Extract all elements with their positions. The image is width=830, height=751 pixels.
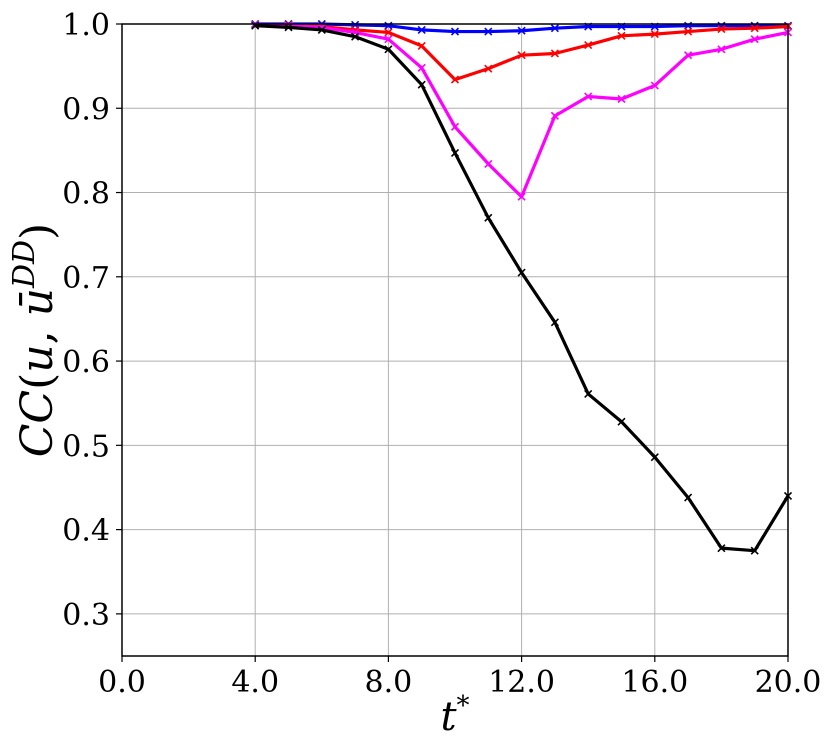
y-axis-label-part: CC — [12, 390, 63, 457]
data-point — [384, 28, 393, 37]
data-point — [650, 81, 659, 90]
y-tick-label: 1.0 — [62, 8, 110, 43]
grid — [121, 23, 789, 656]
y-tick-label: 0.8 — [62, 177, 110, 212]
data-point — [650, 453, 659, 462]
y-axis-label-part: DD — [7, 240, 42, 289]
x-tick-label: 8.0 — [365, 665, 413, 700]
data-point — [617, 31, 626, 40]
y-axis-label: CC(u, ūDD) — [7, 223, 63, 457]
data-point — [417, 80, 426, 89]
data-point — [417, 41, 426, 50]
data-point — [417, 63, 426, 72]
data-point — [717, 24, 726, 34]
x-tick-label: 0.0 — [98, 665, 146, 700]
data-point — [517, 268, 526, 277]
y-tick-label: 0.7 — [62, 261, 110, 296]
x-axis-label-main: t — [440, 694, 457, 740]
data-point — [450, 75, 460, 84]
data-point — [584, 41, 593, 50]
data-point — [484, 27, 493, 36]
data-point — [384, 45, 393, 54]
data-point — [351, 32, 360, 41]
y-axis-label-part: , — [12, 316, 63, 344]
data-point — [517, 51, 526, 60]
data-point — [750, 546, 759, 555]
data-point — [650, 30, 659, 39]
y-tick-label: 0.3 — [62, 598, 110, 633]
x-tick-label: 16.0 — [621, 665, 688, 700]
y-tick-label: 0.6 — [62, 345, 110, 380]
x-tick-label: 12.0 — [488, 665, 555, 700]
series-layer — [251, 19, 793, 555]
data-point — [284, 23, 293, 32]
data-point — [684, 27, 693, 36]
x-tick-label: 20.0 — [755, 665, 822, 700]
data-point — [450, 27, 460, 36]
data-point — [617, 417, 626, 426]
x-tick-label: 4.0 — [231, 665, 279, 700]
data-point — [484, 213, 493, 222]
y-tick-label: 0.9 — [62, 92, 110, 127]
y-axis-label-part: ( — [12, 373, 63, 390]
data-point — [517, 26, 526, 35]
data-point — [550, 318, 559, 327]
data-point — [417, 25, 426, 34]
data-point — [450, 148, 460, 157]
y-tick-label: 0.5 — [62, 429, 110, 464]
y-axis-label-part: u — [12, 344, 63, 372]
data-point — [317, 25, 326, 34]
data-point — [684, 493, 693, 502]
data-point — [484, 64, 493, 73]
data-point — [517, 192, 526, 201]
ticks: 0.0 4.0 8.0 12.0 16.0 20.0 0.3 0.4 0.5 0.6 0.7 0.8 0… — [62, 8, 821, 700]
y-axis-label-part: ū — [12, 288, 63, 316]
data-point — [484, 159, 493, 168]
data-point — [384, 35, 393, 44]
data-point — [684, 51, 693, 60]
data-point — [550, 24, 559, 33]
data-point — [617, 94, 626, 104]
data-point — [717, 45, 726, 54]
plot-frame — [121, 23, 789, 657]
data-point — [584, 389, 593, 398]
series-3 — [251, 21, 793, 555]
data-point — [550, 111, 559, 120]
data-point — [450, 122, 460, 131]
x-axis-label-sup: * — [457, 691, 470, 721]
y-tick-label: 0.4 — [62, 514, 110, 549]
data-point — [750, 35, 759, 44]
x-axis-label: t* — [440, 691, 469, 740]
y-axis-label-part: ) — [12, 223, 63, 240]
data-point — [750, 24, 759, 33]
data-point — [550, 49, 559, 58]
data-point — [717, 544, 726, 553]
data-point — [584, 92, 593, 101]
